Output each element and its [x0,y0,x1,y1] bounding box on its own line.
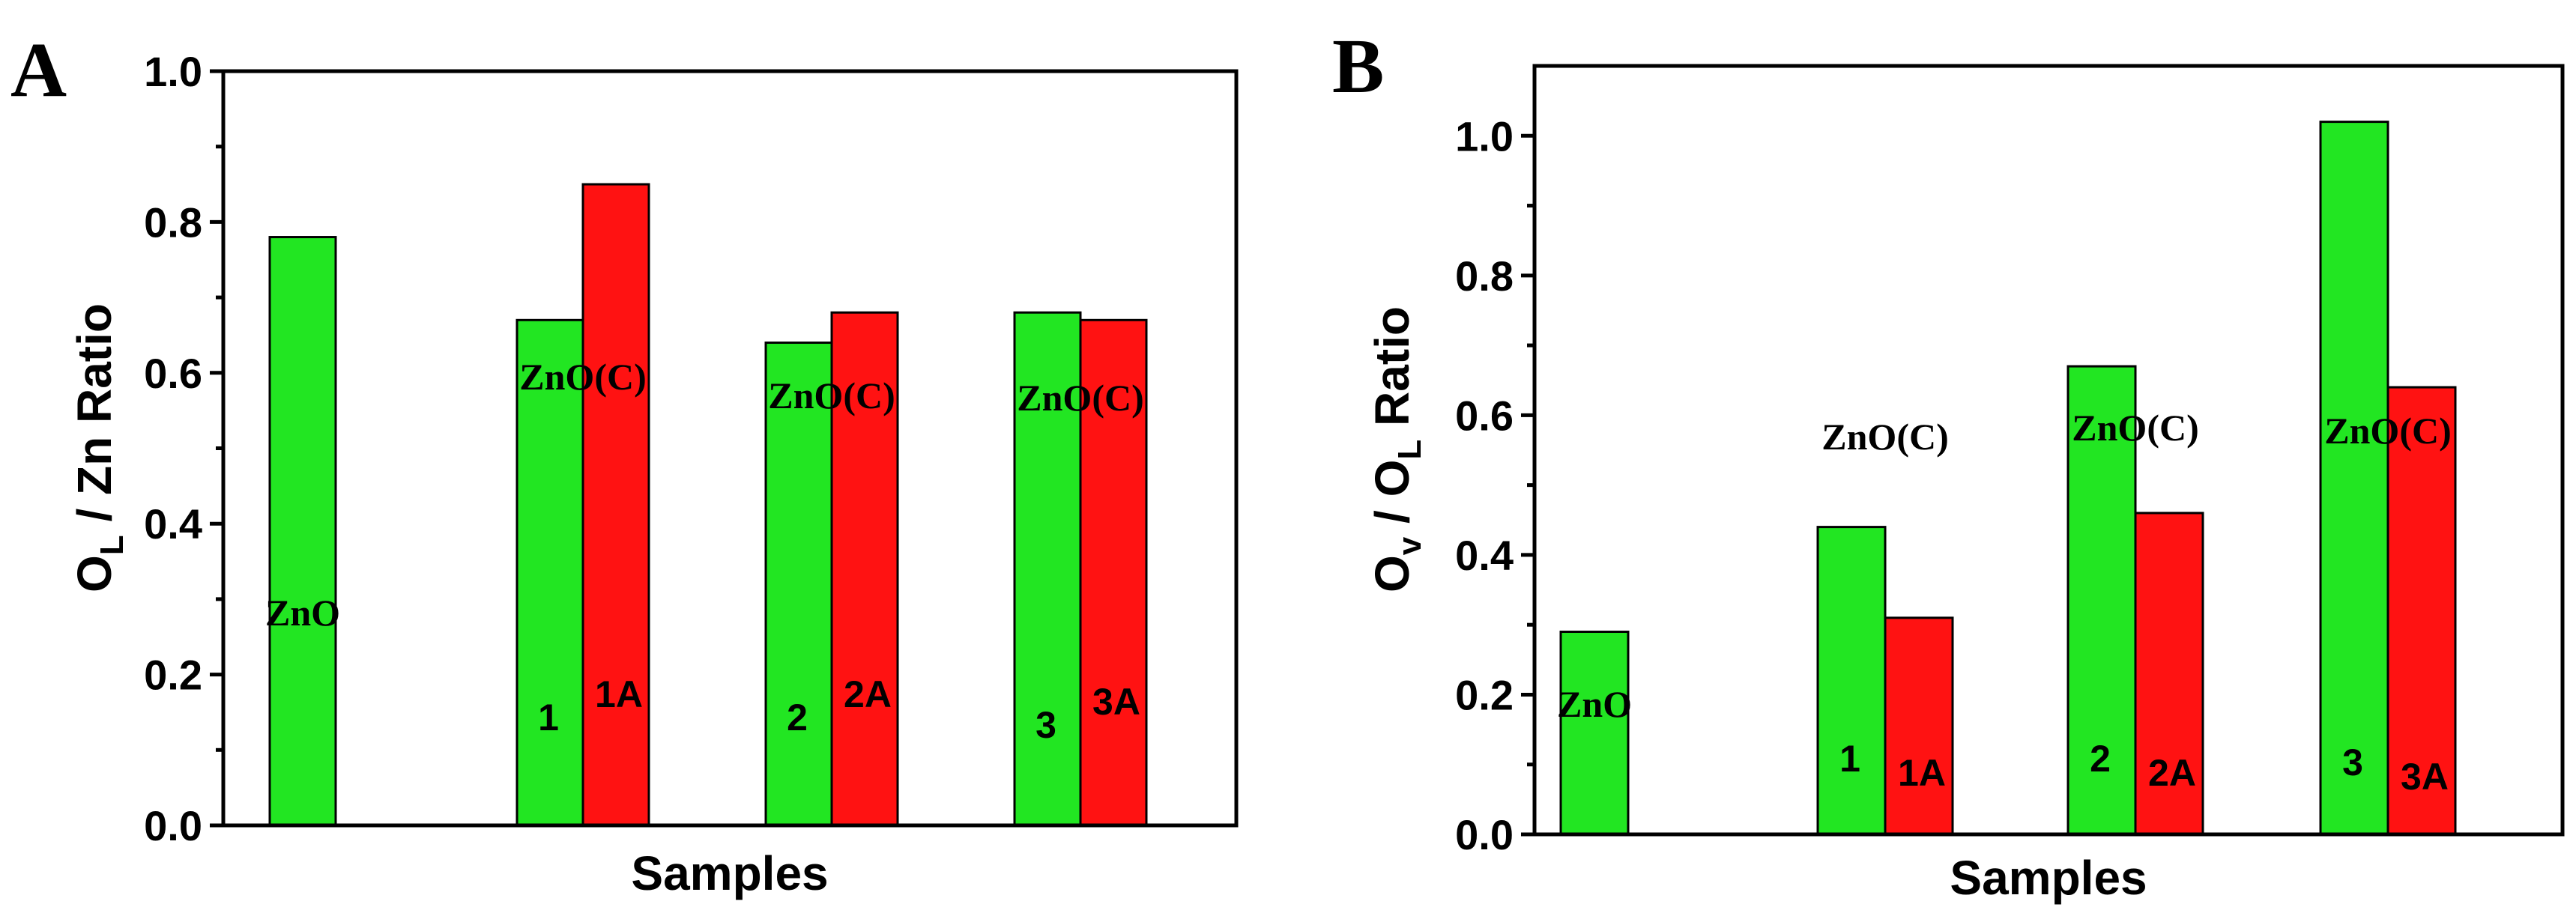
y-tick-label: 0.8 [144,198,202,246]
panel-b-bars [1559,121,2457,836]
y-tick-label: 0.8 [1455,252,1514,300]
bar-2A-a [830,311,899,827]
y-tick-label: 1.0 [1455,112,1514,160]
panel-b-frame [1532,64,2565,837]
sample-group-label: ZnO(C) [1017,377,1143,419]
bar-2-a [764,342,833,827]
bar-3-b [2319,121,2389,836]
bar-2A-b [2134,512,2204,836]
bar-2-b [2066,365,2137,836]
bar-number-label: 2 [787,697,808,738]
panel-b-ticks: 0.0 0.2 0.4 0.6 0.8 1.0 [1455,112,1535,858]
bar-number-label: 3A [2401,756,2449,798]
bar-number-label: 1A [595,673,643,715]
panel-a-frame [221,69,1239,828]
panel-a-ylabel: OL / Zn Ratio [67,303,130,592]
bar-number-label: 2A [844,673,892,715]
y-tick-label: 0.6 [144,350,202,397]
bar-number-label: 2A [2148,752,2196,794]
y-tick-label: 1.0 [144,48,202,95]
bar-1A-a [581,183,650,827]
y-tick-label: 0.6 [1455,392,1514,439]
sample-group-label: ZnO(C) [1821,416,1948,458]
panel-b-xlabel: Samples [1950,851,2147,905]
panel-a-bars [268,183,1148,827]
panel-a-letter: A [10,27,67,113]
y-tick-label: 0.2 [1455,671,1514,718]
bar-number-label: 2 [2090,738,2111,780]
panel-b-letter: B [1332,23,1384,109]
y-tick-label: 0.0 [144,802,202,849]
sample-group-label: ZnO [1557,683,1632,725]
panel-a-xlabel: Samples [631,846,828,900]
panel-a-ticks: 0.0 0.2 0.4 0.6 0.8 1.0 [144,48,223,849]
panel-a-bar-labels: ZnO 1 1A ZnO(C) 2 2A ZnO(C) 3 3A ZnO(C) [265,356,1144,746]
y-tick-label: 0.4 [1455,532,1514,579]
panel-b-bar-labels: ZnO 1 1A ZnO(C) 2 2A ZnO(C) 3 3A ZnO(C) [1557,407,2452,798]
y-tick-label: 0.0 [1455,811,1514,858]
y-tick-label: 0.2 [144,652,202,699]
bar-ZnO-b [1559,631,1630,836]
y-tick-label: 0.4 [144,500,202,548]
sample-group-label: ZnO [265,592,340,634]
panel-b-ylabel: Ov / OL Ratio [1365,306,1428,592]
bar-1-a [515,318,584,827]
bar-3A-a [1079,318,1148,827]
bar-ZnO-a [268,236,337,827]
sample-group-label: ZnO(C) [519,356,646,398]
panel-b: B 0.0 0.2 0.4 0.6 0.8 1.0 ZnO 1 1A ZnO(C) 2 2A ZnO(… [1332,23,2565,905]
panel-a: A 0.0 0.2 0.4 0.6 0.8 1.0 ZnO 1 1A ZnO(C) 2 2A ZnO(… [10,27,1239,900]
bar-number-label: 3A [1092,681,1140,723]
bar-1-b [1816,526,1887,836]
bar-3-a [1013,311,1082,827]
bar-number-label: 1 [1839,738,1860,780]
bar-3A-b [2386,386,2457,836]
bar-number-label: 1 [538,697,559,738]
bar-1A-b [1884,616,1954,836]
bar-number-label: 3 [1035,704,1056,746]
sample-group-label: ZnO(C) [768,374,895,416]
bar-number-label: 1A [1898,752,1946,794]
sample-group-label: ZnO(C) [2072,407,2198,449]
sample-group-label: ZnO(C) [2324,410,2451,452]
bar-number-label: 3 [2342,741,2363,783]
